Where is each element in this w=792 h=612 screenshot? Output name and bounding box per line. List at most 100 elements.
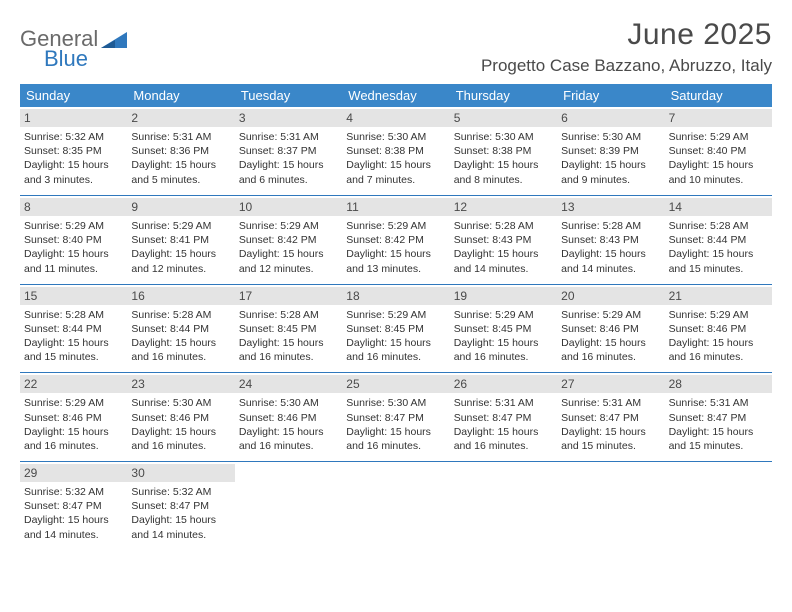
header-row: General Blue June 2025 Progetto Case Baz… bbox=[20, 18, 772, 76]
sunrise-text: Sunrise: 5:30 AM bbox=[346, 396, 445, 410]
day-number: 30 bbox=[127, 464, 234, 482]
sunset-text: Sunset: 8:38 PM bbox=[454, 144, 553, 158]
calendar-cell: 12Sunrise: 5:28 AMSunset: 8:43 PMDayligh… bbox=[450, 195, 557, 284]
daylight-text: Daylight: 15 hours and 7 minutes. bbox=[346, 158, 445, 186]
daylight-text: Daylight: 15 hours and 16 minutes. bbox=[454, 336, 553, 364]
day-info: Sunrise: 5:32 AMSunset: 8:35 PMDaylight:… bbox=[24, 130, 123, 187]
day-info: Sunrise: 5:29 AMSunset: 8:42 PMDaylight:… bbox=[346, 219, 445, 276]
day-info: Sunrise: 5:30 AMSunset: 8:38 PMDaylight:… bbox=[346, 130, 445, 187]
day-number: 1 bbox=[20, 109, 127, 127]
daylight-text: Daylight: 15 hours and 14 minutes. bbox=[24, 513, 123, 541]
day-number: 12 bbox=[450, 198, 557, 216]
sunrise-text: Sunrise: 5:30 AM bbox=[131, 396, 230, 410]
day-number: 15 bbox=[20, 287, 127, 305]
day-info: Sunrise: 5:30 AMSunset: 8:46 PMDaylight:… bbox=[239, 396, 338, 453]
sunrise-text: Sunrise: 5:28 AM bbox=[561, 219, 660, 233]
calendar-cell: 26Sunrise: 5:31 AMSunset: 8:47 PMDayligh… bbox=[450, 372, 557, 461]
sunset-text: Sunset: 8:46 PM bbox=[131, 411, 230, 425]
month-title: June 2025 bbox=[481, 18, 772, 52]
day-info: Sunrise: 5:30 AMSunset: 8:38 PMDaylight:… bbox=[454, 130, 553, 187]
daylight-text: Daylight: 15 hours and 5 minutes. bbox=[131, 158, 230, 186]
sunset-text: Sunset: 8:46 PM bbox=[239, 411, 338, 425]
calendar-cell: 11 Sunrise: 5:29 AMSunset: 8:42 PMDayligh… bbox=[342, 195, 449, 284]
day-info: Sunrise: 5:28 AMSunset: 8:44 PMDaylight:… bbox=[131, 308, 230, 365]
daylight-text: Daylight: 15 hours and 14 minutes. bbox=[561, 247, 660, 275]
calendar-cell: 7 Sunrise: 5:29 AMSunset: 8:40 PMDaylight… bbox=[665, 107, 772, 195]
sunrise-text: Sunrise: 5:31 AM bbox=[454, 396, 553, 410]
daylight-text: Daylight: 15 hours and 16 minutes. bbox=[669, 336, 768, 364]
sunrise-text: Sunrise: 5:29 AM bbox=[239, 219, 338, 233]
sunrise-text: Sunrise: 5:28 AM bbox=[239, 308, 338, 322]
day-header-tuesday: Tuesday bbox=[235, 84, 342, 107]
calendar-cell: 21Sunrise: 5:29 AMSunset: 8:46 PMDayligh… bbox=[665, 284, 772, 373]
day-number: 18 bbox=[342, 287, 449, 305]
daylight-text: Daylight: 15 hours and 13 minutes. bbox=[346, 247, 445, 275]
day-number: 7 bbox=[665, 109, 772, 127]
sunset-text: Sunset: 8:37 PM bbox=[239, 144, 338, 158]
day-number: 27 bbox=[557, 375, 664, 393]
day-info: Sunrise: 5:29 AMSunset: 8:40 PMDaylight:… bbox=[24, 219, 123, 276]
calendar-cell bbox=[557, 461, 664, 550]
day-info: Sunrise: 5:31 AMSunset: 8:37 PMDaylight:… bbox=[239, 130, 338, 187]
day-info: Sunrise: 5:30 AMSunset: 8:47 PMDaylight:… bbox=[346, 396, 445, 453]
day-number: 11 bbox=[342, 198, 449, 216]
daylight-text: Daylight: 15 hours and 16 minutes. bbox=[346, 336, 445, 364]
calendar-cell bbox=[235, 461, 342, 550]
daylight-text: Daylight: 15 hours and 10 minutes. bbox=[669, 158, 768, 186]
day-number: 2 bbox=[127, 109, 234, 127]
daylight-text: Daylight: 15 hours and 16 minutes. bbox=[131, 425, 230, 453]
day-info: Sunrise: 5:29 AMSunset: 8:46 PMDaylight:… bbox=[561, 308, 660, 365]
calendar-cell: 29Sunrise: 5:32 AMSunset: 8:47 PMDayligh… bbox=[20, 461, 127, 550]
day-number: 4 bbox=[342, 109, 449, 127]
sunset-text: Sunset: 8:40 PM bbox=[669, 144, 768, 158]
sunrise-text: Sunrise: 5:29 AM bbox=[24, 396, 123, 410]
day-header-wednesday: Wednesday bbox=[342, 84, 449, 107]
day-number: 21 bbox=[665, 287, 772, 305]
calendar-cell: 13Sunrise: 5:28 AMSunset: 8:43 PMDayligh… bbox=[557, 195, 664, 284]
calendar-cell: 23 Sunrise: 5:30 AMSunset: 8:46 PMDayligh… bbox=[127, 372, 234, 461]
sunrise-text: Sunrise: 5:30 AM bbox=[239, 396, 338, 410]
day-header-friday: Friday bbox=[557, 84, 664, 107]
sunrise-text: Sunrise: 5:29 AM bbox=[669, 308, 768, 322]
logo-text-wrap: General Blue bbox=[20, 26, 127, 72]
sunrise-text: Sunrise: 5:29 AM bbox=[454, 308, 553, 322]
day-number: 19 bbox=[450, 287, 557, 305]
daylight-text: Daylight: 15 hours and 15 minutes. bbox=[669, 425, 768, 453]
sunset-text: Sunset: 8:40 PM bbox=[24, 233, 123, 247]
day-info: Sunrise: 5:29 AMSunset: 8:40 PMDaylight:… bbox=[669, 130, 768, 187]
day-info: Sunrise: 5:28 AMSunset: 8:45 PMDaylight:… bbox=[239, 308, 338, 365]
sunset-text: Sunset: 8:47 PM bbox=[561, 411, 660, 425]
sunset-text: Sunset: 8:44 PM bbox=[131, 322, 230, 336]
calendar-cell: 6Sunrise: 5:30 AMSunset: 8:39 PMDaylight… bbox=[557, 107, 664, 195]
daylight-text: Daylight: 15 hours and 15 minutes. bbox=[24, 336, 123, 364]
calendar-cell bbox=[665, 461, 772, 550]
calendar-cell: 19 Sunrise: 5:29 AMSunset: 8:45 PMDayligh… bbox=[450, 284, 557, 373]
sunrise-text: Sunrise: 5:28 AM bbox=[24, 308, 123, 322]
day-number: 20 bbox=[557, 287, 664, 305]
calendar-cell: 5Sunrise: 5:30 AMSunset: 8:38 PMDaylight… bbox=[450, 107, 557, 195]
calendar-cell: 18Sunrise: 5:29 AMSunset: 8:45 PMDayligh… bbox=[342, 284, 449, 373]
day-number: 14 bbox=[665, 198, 772, 216]
calendar-cell: 22Sunrise: 5:29 AMSunset: 8:46 PMDayligh… bbox=[20, 372, 127, 461]
sunrise-text: Sunrise: 5:30 AM bbox=[561, 130, 660, 144]
daylight-text: Daylight: 15 hours and 11 minutes. bbox=[24, 247, 123, 275]
daylight-text: Daylight: 15 hours and 6 minutes. bbox=[239, 158, 338, 186]
sunset-text: Sunset: 8:43 PM bbox=[561, 233, 660, 247]
calendar-cell: 15 Sunrise: 5:28 AMSunset: 8:44 PMDayligh… bbox=[20, 284, 127, 373]
day-number: 28 bbox=[665, 375, 772, 393]
calendar-cell: 3Sunrise: 5:31 AMSunset: 8:37 PMDaylight… bbox=[235, 107, 342, 195]
sunrise-text: Sunrise: 5:28 AM bbox=[669, 219, 768, 233]
sunrise-text: Sunrise: 5:31 AM bbox=[239, 130, 338, 144]
sunset-text: Sunset: 8:46 PM bbox=[24, 411, 123, 425]
sunrise-text: Sunrise: 5:31 AM bbox=[669, 396, 768, 410]
day-number: 23 bbox=[127, 375, 234, 393]
sunset-text: Sunset: 8:45 PM bbox=[454, 322, 553, 336]
sunrise-text: Sunrise: 5:29 AM bbox=[131, 219, 230, 233]
daylight-text: Daylight: 15 hours and 15 minutes. bbox=[669, 247, 768, 275]
calendar-cell: 16Sunrise: 5:28 AMSunset: 8:44 PMDayligh… bbox=[127, 284, 234, 373]
day-info: Sunrise: 5:28 AMSunset: 8:44 PMDaylight:… bbox=[669, 219, 768, 276]
day-info: Sunrise: 5:28 AMSunset: 8:44 PMDaylight:… bbox=[24, 308, 123, 365]
sunrise-text: Sunrise: 5:29 AM bbox=[346, 219, 445, 233]
sunrise-text: Sunrise: 5:29 AM bbox=[24, 219, 123, 233]
day-info: Sunrise: 5:31 AMSunset: 8:47 PMDaylight:… bbox=[561, 396, 660, 453]
